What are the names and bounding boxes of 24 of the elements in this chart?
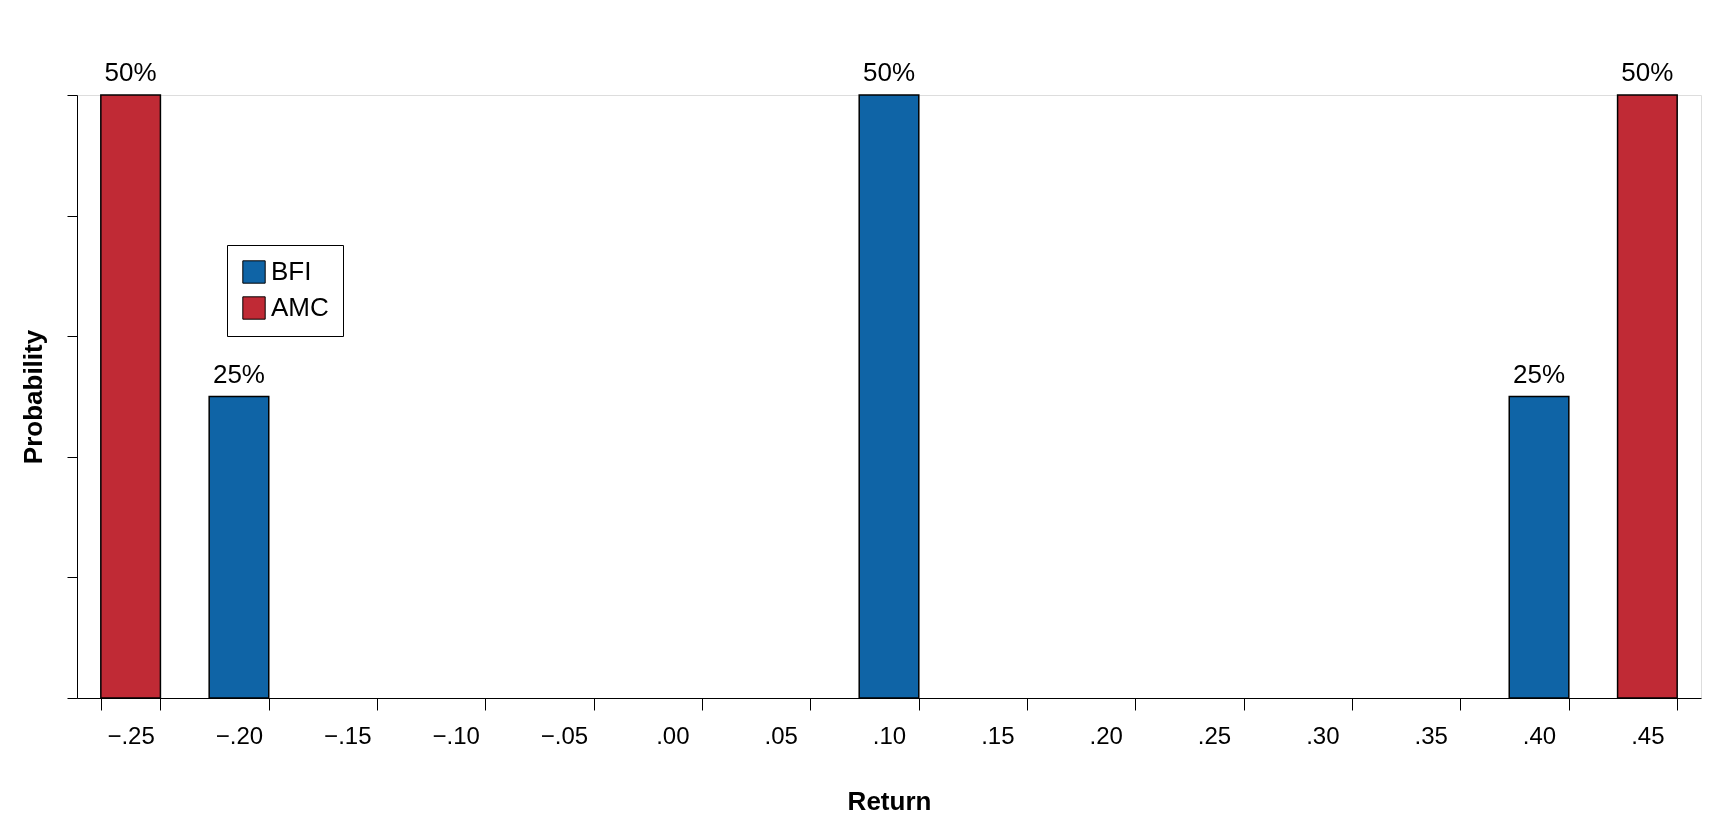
x-tick-label: .00	[656, 721, 690, 749]
x-tick-label: −.10	[432, 721, 480, 749]
x-tick-label: −.15	[324, 721, 372, 749]
x-tick-label: .30	[1306, 721, 1340, 749]
x-tick-label: .10	[872, 721, 907, 749]
x-tick-label: −.20	[215, 721, 264, 749]
y-axis-title: Probability	[18, 329, 48, 465]
x-tick-label: .05	[764, 721, 798, 749]
x-tick-label: .35	[1414, 721, 1448, 749]
legend-label: BFI	[271, 256, 312, 286]
data-label: 25%	[212, 358, 265, 389]
data-label: 50%	[104, 57, 157, 87]
x-tick-label: .25	[1197, 721, 1232, 749]
data-label: 50%	[862, 57, 916, 87]
legend-label: AMC	[271, 292, 329, 322]
x-tick-label: .15	[981, 721, 1015, 749]
x-tick-label: −.25	[107, 721, 155, 749]
x-tick-label: .40	[1522, 721, 1557, 749]
data-label: 50%	[1621, 57, 1674, 87]
x-tick-label: .45	[1631, 721, 1665, 749]
x-tick-label: .20	[1089, 721, 1123, 749]
data-label: 25%	[1513, 358, 1566, 389]
x-tick-label: −.05	[540, 721, 589, 749]
x-axis-title: Return	[847, 785, 932, 816]
